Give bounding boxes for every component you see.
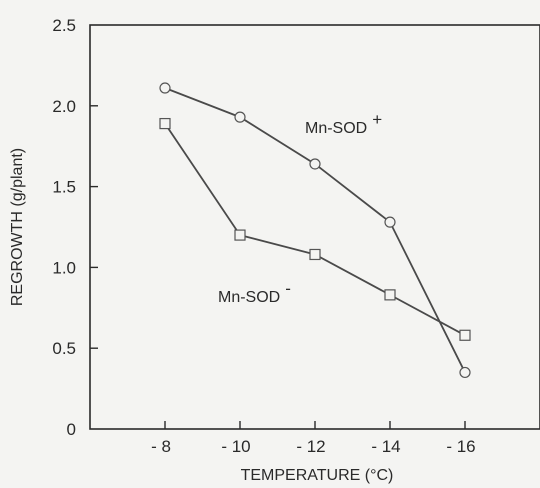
series-1-point-3 <box>384 289 396 301</box>
x-axis-title: TEMPERATURE (°C) <box>241 467 394 484</box>
series-label-mn-sod-plus: Mn-SOD + <box>305 110 382 137</box>
y-tick-label-3: 1.5 <box>52 178 76 197</box>
series-0-point-0 <box>159 82 171 94</box>
series-0-point-2 <box>309 158 321 170</box>
y-tick-label-1: 0.5 <box>52 339 76 358</box>
y-tick-label-0: 0 <box>67 420 76 439</box>
series-label-mn-sod-minus: Mn-SOD - <box>218 279 291 306</box>
series-0-point-3 <box>384 216 396 228</box>
x-tick-label-0: - 8 <box>151 437 171 456</box>
y-tick-label-2: 1.0 <box>52 258 76 277</box>
x-tick-label-3: - 14 <box>371 437 400 456</box>
series-1-line <box>164 123 466 337</box>
plot-frame <box>89 24 540 430</box>
series-0-point-4 <box>459 366 471 379</box>
x-tick-label-4: - 16 <box>446 437 475 456</box>
series-1-point-4 <box>459 329 471 341</box>
series-1-point-0 <box>159 117 171 130</box>
x-tick-label-1: - 10 <box>221 437 250 456</box>
x-tick-label-2: - 12 <box>296 437 325 456</box>
series-0-point-1 <box>234 111 246 123</box>
series-1-point-2 <box>309 248 321 261</box>
y-tick-label-5: 2.5 <box>52 16 76 35</box>
y-axis-title: REGROWTH (g/plant) <box>9 148 26 306</box>
y-tick-label-4: 2.0 <box>52 97 76 116</box>
series-1-point-1 <box>234 229 246 241</box>
